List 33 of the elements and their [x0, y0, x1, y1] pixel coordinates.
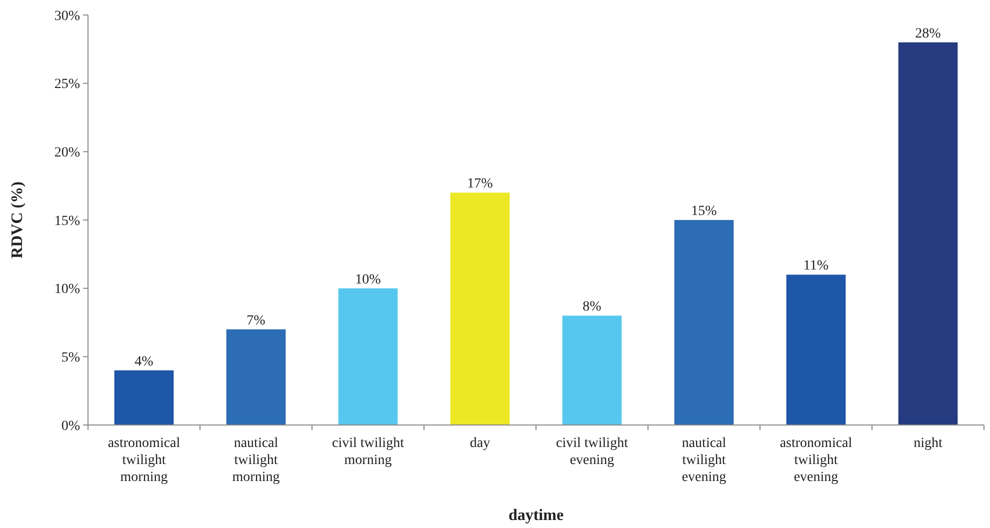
- bar: [674, 220, 734, 425]
- y-tick-label: 20%: [54, 146, 80, 161]
- x-tick-label: astronomical twilight evening: [780, 436, 852, 485]
- data-label: 11%: [803, 258, 829, 274]
- x-tick-label: civil twilight morning: [332, 436, 404, 468]
- y-tick-label: 15%: [54, 214, 80, 229]
- data-label: 7%: [246, 313, 266, 328]
- x-tick-label: night: [914, 436, 942, 451]
- data-label: 15%: [691, 204, 718, 219]
- bar: [562, 316, 622, 425]
- y-tick-label: 25%: [54, 77, 80, 92]
- y-tick-label: 30%: [54, 8, 80, 24]
- data-label: 10%: [355, 272, 382, 288]
- data-label: 4%: [134, 354, 154, 370]
- data-label: 28%: [915, 26, 942, 42]
- x-tick-label: nautical twilight evening: [682, 436, 726, 485]
- x-axis-title: daytime: [508, 507, 564, 524]
- bar: [786, 274, 846, 425]
- y-tick-label: 0%: [61, 418, 80, 434]
- data-label: 17%: [467, 176, 494, 192]
- x-tick-label: day: [470, 436, 490, 451]
- data-label: 8%: [582, 300, 602, 315]
- x-tick-label: nautical twilight morning: [232, 436, 280, 485]
- x-tick-label: astronomical twilight morning: [108, 436, 180, 485]
- bar: [114, 370, 174, 425]
- bar: [226, 329, 286, 425]
- y-tick-label: 10%: [54, 282, 80, 298]
- bar: [898, 42, 958, 425]
- bar: [450, 192, 510, 425]
- x-tick-label: civil twilight evening: [556, 436, 628, 468]
- bar: [338, 288, 398, 425]
- y-axis-title: RDVC (%): [9, 182, 26, 258]
- y-tick-label: 5%: [61, 350, 80, 366]
